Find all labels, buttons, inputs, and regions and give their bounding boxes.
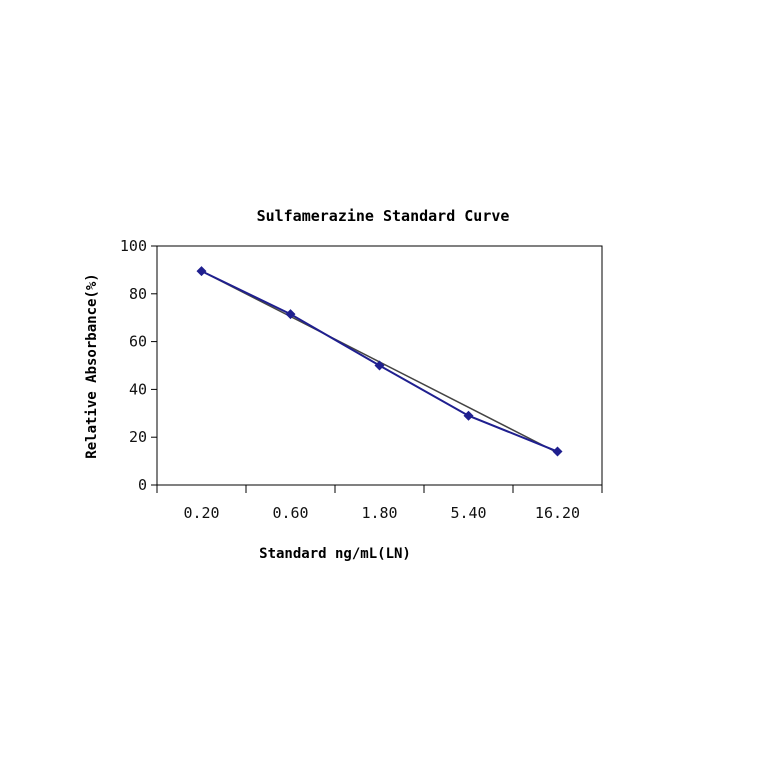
y-tick-label: 0 <box>138 476 147 494</box>
chart-title: Sulfamerazine Standard Curve <box>257 207 510 225</box>
x-axis: 0.20 0.60 1.80 5.40 16.20 <box>156 485 603 522</box>
x-tick-label: 0.60 <box>272 504 308 522</box>
x-axis-label: Standard ng/mL(LN) <box>259 546 411 562</box>
y-tick-label: 80 <box>129 285 147 303</box>
y-tick-label: 40 <box>129 380 147 398</box>
x-tick-label: 0.20 <box>183 504 219 522</box>
y-axis-label: Relative Absorbance(%) <box>84 273 100 458</box>
y-tick-label: 20 <box>129 428 147 446</box>
x-tick-label: 1.80 <box>361 504 397 522</box>
series-layer <box>196 266 563 457</box>
x-tick-label: 5.40 <box>450 504 486 522</box>
data-point-marker <box>463 410 474 421</box>
data-point-marker <box>552 446 563 457</box>
y-tick-label: 60 <box>129 333 147 351</box>
data-point-marker <box>374 360 385 371</box>
x-tick-label: 16.20 <box>535 504 580 522</box>
data-point-marker <box>196 266 207 277</box>
y-axis: 0 20 40 60 80 100 <box>120 237 157 494</box>
y-tick-label: 100 <box>120 237 147 255</box>
data-point-marker <box>285 309 296 320</box>
